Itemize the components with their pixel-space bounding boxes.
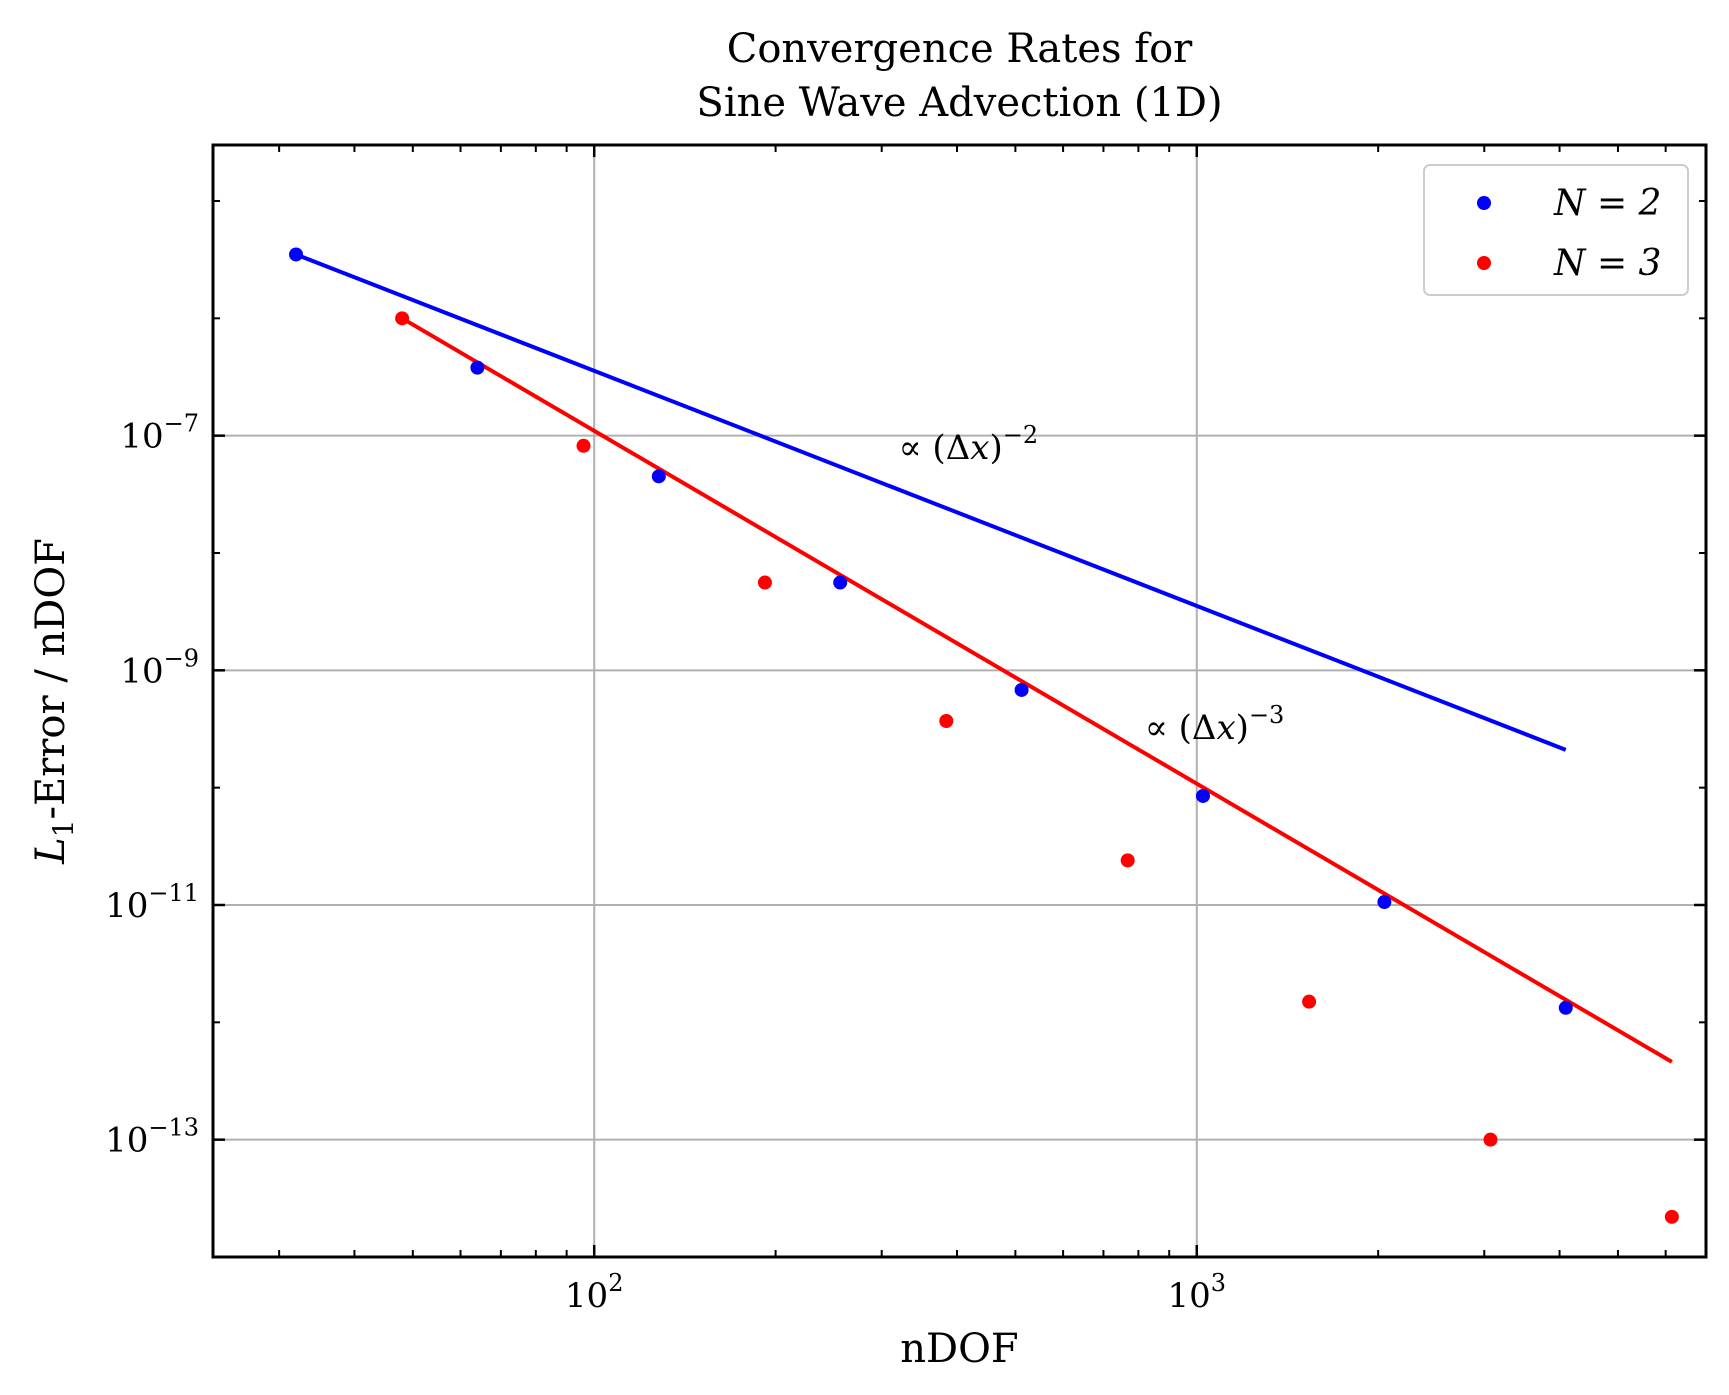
- data-point-series-1: [289, 247, 304, 262]
- y-axis-label: L1-Error / nDOF: [28, 538, 80, 865]
- data-point-series-1: [1014, 682, 1029, 697]
- data-point-series-1: [651, 469, 666, 484]
- fit-lines: [295, 252, 1673, 1064]
- y-tick-label: 10−9: [120, 644, 199, 691]
- legend-entry: N = 3: [1553, 243, 1661, 284]
- annotations: ∝ (Δx)−2 ∝ (Δx)−3: [899, 421, 1285, 748]
- data-point-series-1: [1195, 788, 1210, 803]
- chart-text: 102 103 10−7 10−9 10−11 10−13 Convergence Rate…: [28, 26, 1226, 1372]
- data-point-series-2: [395, 311, 410, 326]
- y-tick-label: 10−7: [120, 410, 199, 457]
- chart-title-line: Convergence Rates for: [727, 26, 1193, 72]
- data-point-series-1: [1377, 895, 1392, 910]
- data-point-series-2: [939, 713, 954, 728]
- data-point-series-1: [1558, 1000, 1573, 1015]
- legend-entry: N = 2: [1553, 183, 1661, 224]
- legend-marker: [1477, 196, 1491, 210]
- fit-line-series-1: [295, 252, 1567, 752]
- x-tick-label: 102: [565, 1269, 624, 1316]
- rate-annotation: ∝ (Δx)−2: [899, 421, 1038, 468]
- data-point-series-1: [470, 360, 485, 375]
- chart-title-line: Sine Wave Advection (1D): [696, 80, 1222, 126]
- x-tick-label: 103: [1168, 1269, 1227, 1316]
- legend-marker: [1477, 256, 1491, 270]
- data-point-series-2: [757, 575, 772, 590]
- data-point-series-2: [1664, 1209, 1679, 1224]
- y-tick-label: 10−13: [105, 1114, 199, 1161]
- data-point-series-2: [1302, 994, 1317, 1009]
- fit-line-series-2: [401, 316, 1673, 1064]
- legend: N = 2 N = 3: [1423, 164, 1689, 296]
- data-point-series-2: [576, 438, 591, 453]
- data-point-series-2: [1483, 1132, 1498, 1147]
- plot-frame: [211, 143, 1708, 1259]
- data-point-series-2: [1120, 853, 1135, 868]
- data-points: [289, 247, 1679, 1224]
- axis-ticks: [213, 145, 1706, 1257]
- y-tick-label: 10−11: [105, 879, 199, 926]
- data-point-series-1: [833, 575, 848, 590]
- grid: [213, 145, 1706, 1257]
- x-axis-label: nDOF: [900, 1326, 1018, 1372]
- rate-annotation: ∝ (Δx)−3: [1145, 701, 1285, 748]
